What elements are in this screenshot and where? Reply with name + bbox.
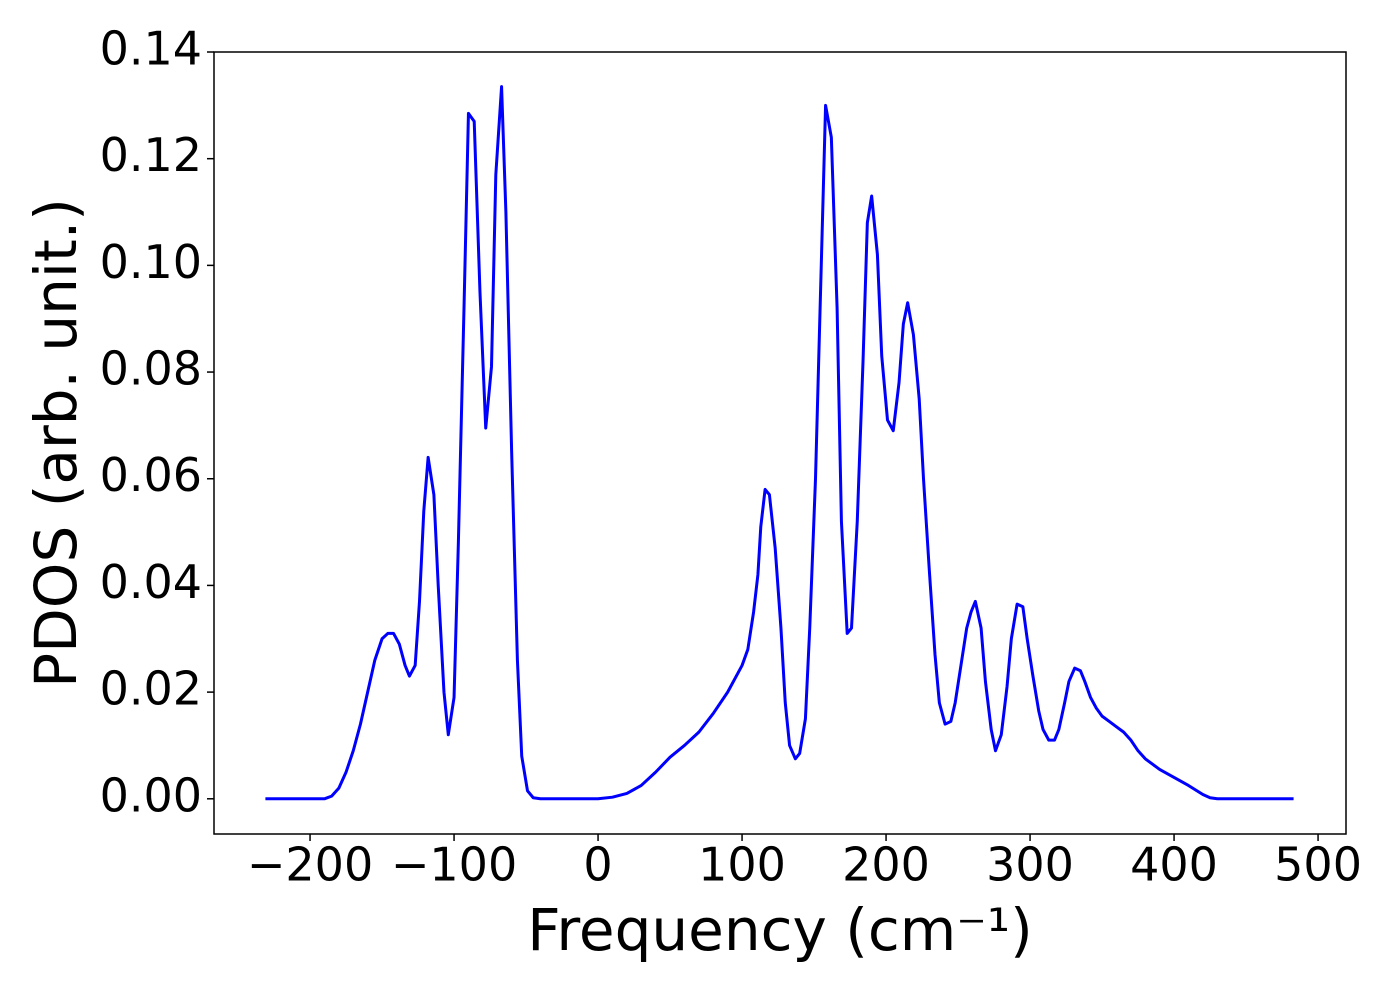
y-tick-label: 0.06 [100,448,202,502]
x-tick-label: −100 [391,838,517,892]
y-tick-label: 0.08 [100,342,202,396]
data-line [265,85,1294,801]
x-tick-label: 0 [583,838,612,892]
x-tick-label: 400 [1130,838,1218,892]
plot-frame [213,51,1347,835]
x-tick-label: 200 [842,838,930,892]
x-tick-label: 500 [1274,838,1362,892]
x-tick-label: 300 [986,838,1074,892]
y-axis-label: PDOS (arb. unit.) [22,198,90,688]
y-tick-label: 0.02 [100,662,202,716]
x-tick-label: 100 [698,838,786,892]
y-tick-label: 0.00 [100,768,202,822]
y-tick-label: 0.14 [100,22,202,76]
x-tick-label: −200 [247,838,373,892]
y-tick-label: 0.04 [100,555,202,609]
y-tick-label: 0.12 [100,128,202,182]
y-tick-label: 0.10 [100,235,202,289]
x-axis-label: Frequency (cm⁻¹) [527,896,1033,964]
